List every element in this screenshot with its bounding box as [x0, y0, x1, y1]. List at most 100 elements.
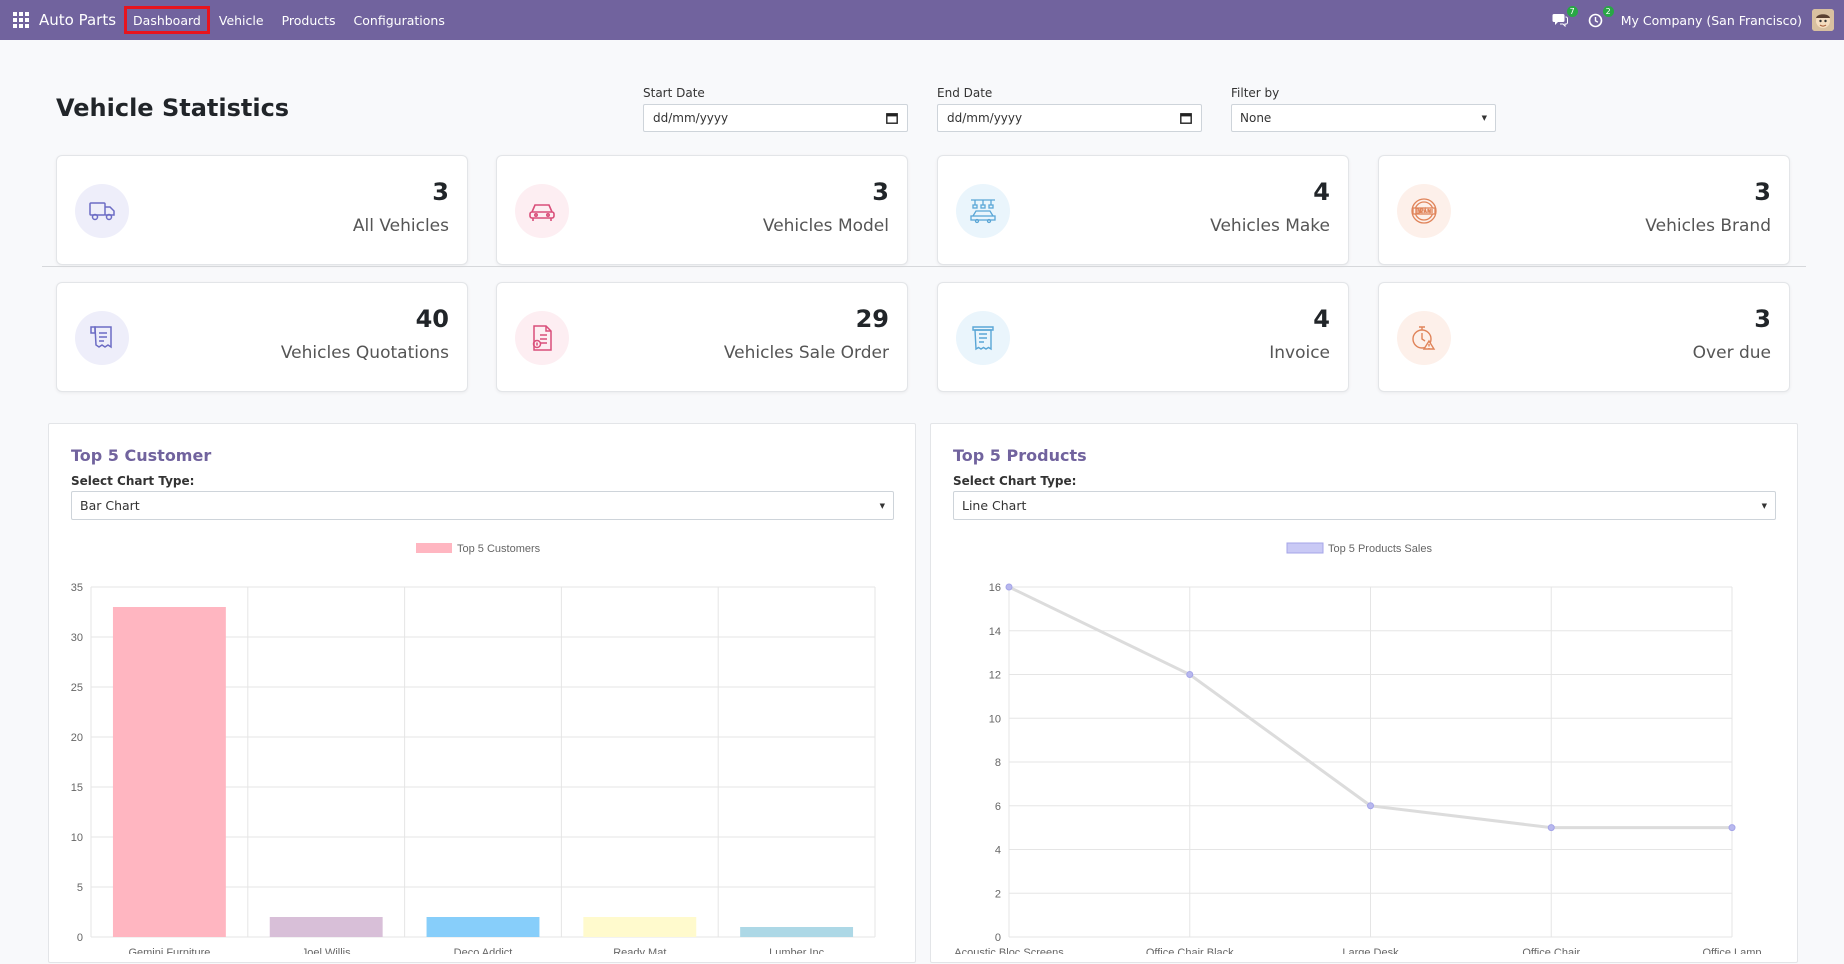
legend-swatch — [416, 543, 452, 553]
assembly-icon — [970, 199, 996, 224]
app-brand[interactable]: Auto Parts — [39, 11, 117, 29]
card-count: 3 — [872, 178, 889, 206]
card-count: 3 — [1754, 305, 1771, 333]
x-tick-label: Office Chair Black — [1146, 947, 1234, 954]
customer-bar-chart: Top 5 Customers 0 5 10 15 20 25 30 35 Gemini Furn… — [71, 543, 876, 954]
y-tick-label: 30 — [71, 632, 83, 644]
menu-products[interactable]: Products — [281, 12, 336, 28]
card-count: 4 — [1313, 305, 1330, 333]
card-label: All Vehicles — [352, 216, 449, 236]
chart-type-value: Line Chart — [962, 498, 1027, 513]
page-title: Vehicle Statistics — [56, 94, 290, 122]
y-tick-label: 15 — [71, 782, 83, 794]
products-chart-type-select[interactable]: Line Chart ▼ — [953, 491, 1776, 520]
card-icon-circle — [75, 311, 129, 365]
car-icon — [529, 204, 555, 221]
card-vehicles-make[interactable]: 4 Vehicles Make — [937, 155, 1349, 265]
y-tick-label: 16 — [989, 582, 1001, 594]
legend-label: Top 5 Products Sales — [1328, 543, 1432, 555]
card-icon-circle — [515, 311, 569, 365]
card-over-due[interactable]: 3 Over due — [1378, 282, 1790, 392]
y-tick-label: 2 — [995, 888, 1001, 900]
filter-select[interactable]: None ▼ — [1231, 104, 1496, 132]
card-label: Vehicles Model — [762, 216, 889, 236]
card-invoice[interactable]: 4 Invoice — [937, 282, 1349, 392]
y-tick-label: 0 — [77, 932, 83, 944]
data-point — [1728, 824, 1736, 832]
x-tick-label: Office Lamp — [1702, 947, 1761, 954]
truck-icon — [89, 202, 115, 221]
x-tick-label: Large Desk — [1342, 947, 1399, 954]
activities-badge: 2 — [1602, 6, 1614, 17]
products-line-chart: Top 5 Products Sales 0 2 4 6 8 10 12 14 16 Acousti… — [954, 542, 1762, 954]
card-count: 4 — [1313, 178, 1330, 206]
card-vehicles-brand[interactable]: 3 Vehicles Brand — [1378, 155, 1790, 265]
user-avatar[interactable] — [1812, 9, 1834, 31]
chart-type-value: Bar Chart — [80, 498, 140, 513]
calendar-icon — [1180, 113, 1192, 124]
start-date-input[interactable]: dd/mm/yyyy — [643, 104, 908, 132]
top-products-panel: Top 5 Products Select Chart Type: Line C… — [930, 423, 1798, 963]
avatar-face-icon — [1812, 9, 1834, 31]
x-tick-label: Joel Willis — [302, 947, 351, 954]
card-vehicles-model[interactable]: 3 Vehicles Model — [496, 155, 908, 265]
quotation-icon — [90, 326, 112, 349]
chevron-down-icon: ▼ — [1761, 501, 1767, 510]
overdue-icon — [1412, 326, 1436, 350]
card-count: 3 — [1754, 178, 1771, 206]
chevron-down-icon: ▼ — [1481, 114, 1487, 122]
start-date-placeholder: dd/mm/yyyy — [653, 111, 729, 125]
panel-title: Top 5 Customer — [71, 446, 212, 465]
menu-vehicle[interactable]: Vehicle — [218, 12, 264, 28]
company-switcher[interactable]: My Company (San Francisco) — [1620, 12, 1802, 28]
card-label: Vehicles Sale Order — [723, 343, 889, 363]
card-label: Invoice — [1269, 343, 1330, 363]
end-date-input[interactable]: dd/mm/yyyy — [937, 104, 1202, 132]
card-label: Vehicles Make — [1210, 216, 1330, 236]
y-tick-label: 0 — [995, 932, 1001, 944]
start-date-field: Start Date dd/mm/yyyy — [643, 86, 908, 132]
x-tick-label: Lumber Inc — [769, 947, 825, 954]
messages-button[interactable]: 7 — [1549, 6, 1578, 31]
chevron-down-icon: ▼ — [879, 501, 885, 510]
card-icon-circle — [1397, 184, 1451, 238]
x-tick-label: Deco Addict — [454, 947, 513, 954]
menu-dashboard[interactable]: Dashboard — [124, 0, 210, 40]
end-date-field: End Date dd/mm/yyyy — [937, 86, 1202, 132]
x-tick-label: Office Chair — [1522, 947, 1580, 954]
main-menu: Dashboard Vehicle Products Configuration… — [124, 0, 454, 40]
panel-title: Top 5 Products — [953, 446, 1087, 465]
y-tick-label: 4 — [995, 845, 1001, 857]
menu-configurations[interactable]: Configurations — [353, 12, 445, 28]
bar — [112, 607, 226, 937]
card-all-vehicles[interactable]: 3 All Vehicles — [56, 155, 468, 265]
invoice-icon — [972, 326, 994, 351]
messages-badge: 7 — [1566, 6, 1578, 17]
filter-field: Filter by None ▼ — [1231, 86, 1496, 132]
top-navbar: Auto Parts Dashboard Vehicle Products Co… — [0, 0, 1844, 40]
brand-icon — [1411, 198, 1437, 224]
card-icon-circle — [515, 184, 569, 238]
y-tick-label: 14 — [989, 626, 1001, 638]
customer-chart-type-select[interactable]: Bar Chart ▼ — [71, 491, 894, 520]
card-icon-circle — [956, 184, 1010, 238]
y-tick-label: 12 — [989, 670, 1001, 682]
y-tick-label: 8 — [995, 757, 1001, 769]
bar — [740, 927, 854, 937]
x-tick-label: Acoustic Bloc Screens — [954, 947, 1064, 954]
card-count: 29 — [855, 305, 889, 333]
card-icon-circle — [75, 184, 129, 238]
activities-button[interactable]: 2 — [1585, 6, 1614, 31]
filter-value: None — [1240, 111, 1272, 125]
card-count: 3 — [432, 178, 449, 206]
apps-grid-icon[interactable] — [13, 12, 29, 28]
card-vehicles-quotations[interactable]: 40 Vehicles Quotations — [56, 282, 468, 392]
data-point — [1547, 824, 1555, 832]
card-label: Vehicles Brand — [1645, 216, 1771, 236]
card-count: 40 — [415, 305, 449, 333]
chat-icon — [1552, 14, 1568, 27]
card-label: Over due — [1692, 343, 1771, 363]
x-tick-label: Gemini Furniture — [128, 947, 210, 954]
end-date-placeholder: dd/mm/yyyy — [947, 111, 1023, 125]
card-vehicles-sale-order[interactable]: 29 Vehicles Sale Order — [496, 282, 908, 392]
